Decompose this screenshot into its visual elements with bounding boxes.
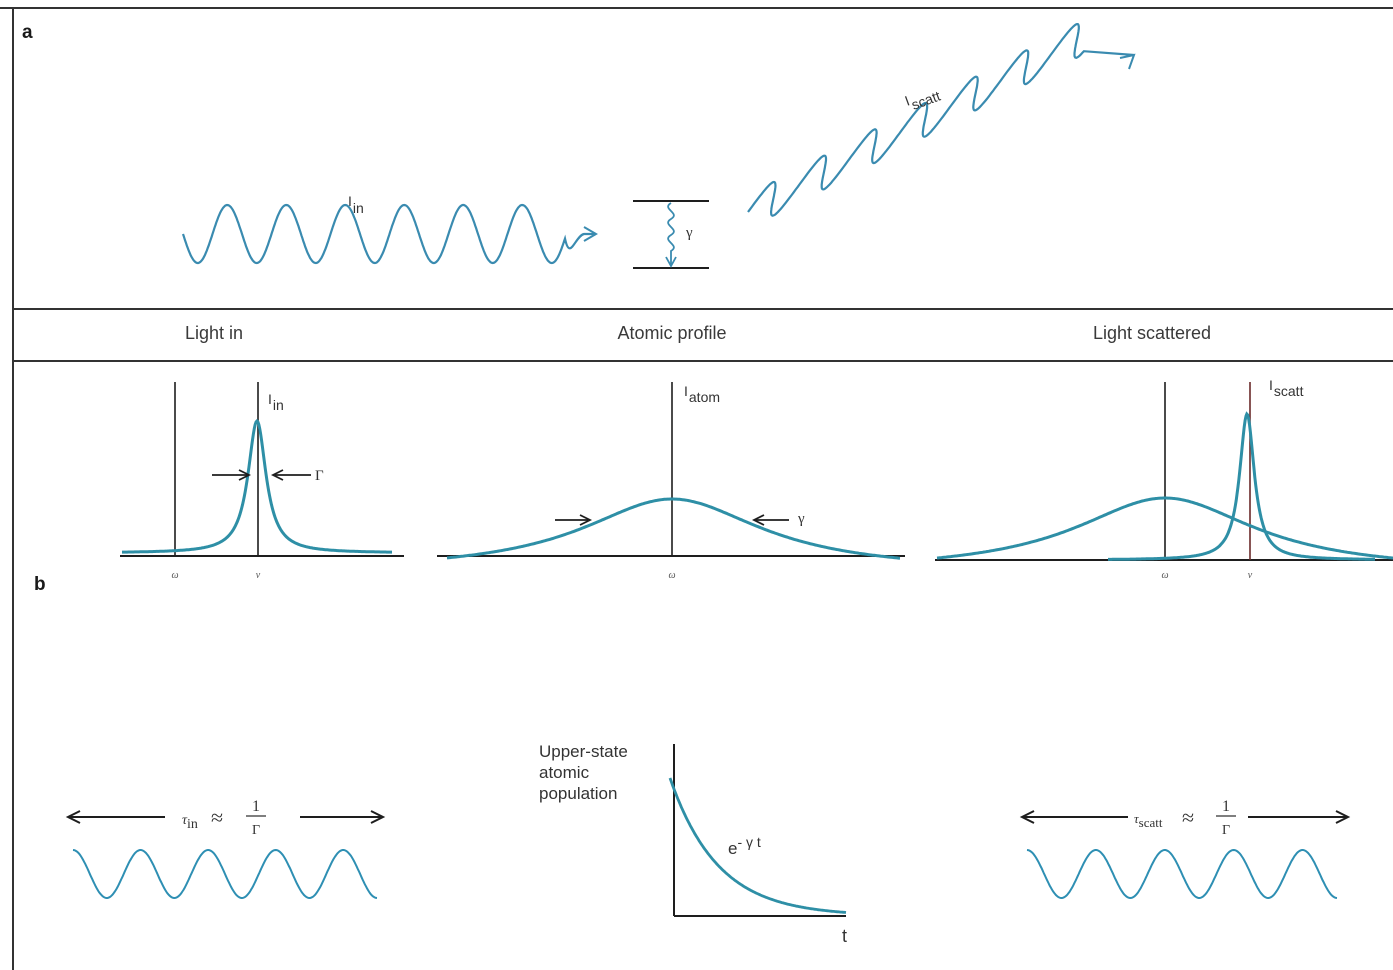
header-light-in: Light in [185,323,243,343]
header-light-scattered: Light scattered [1093,323,1211,343]
tau-in-numerator: 1 [252,798,260,815]
panel-b-letter: b [34,574,46,595]
scattered-axis-label: Iscatt [1269,377,1304,399]
decay-squiggle [667,202,675,264]
population-ylabel-line-2: atomic [539,763,590,782]
tau-in-approx: ≈ [211,805,223,830]
tau-scatt-numerator: 1 [1222,798,1230,815]
population-decay-curve [668,777,847,914]
atomic-axis-label: Iatom [684,383,720,405]
atomic-width-right-arrowhead [751,514,765,526]
tau-in-wave [72,848,378,900]
decay-curve-label: e- γ t [728,834,761,858]
light-in-tick-nu: ν [256,570,261,581]
light-in-axis-label: Iin [268,391,284,413]
atomic-lorentzian [446,497,901,560]
atomic-width-left-arrowhead [579,514,593,526]
tau-scatt-approx: ≈ [1182,805,1194,830]
tau-in-denominator: Γ [252,823,260,838]
scattered-broad-lorentzian [936,496,1393,560]
tau-scatt-wave [1026,848,1338,900]
incoming-wave-sub: in [353,200,364,216]
population-ylabel-line-3: population [539,784,617,803]
frame [0,7,1393,970]
tau-scatt-group: τscatt ≈ 1 Γ [1019,798,1351,900]
scattered-tick-nu: ν [1248,570,1253,581]
atomic-profile-spectrum: Iatom γ ω [437,382,905,581]
tau-in-group: τin ≈ 1 Γ [65,798,386,900]
incoming-wave-path [181,203,596,265]
light-in-spectrum: Iin Γ ω ν [120,382,404,581]
light-in-tick-omega: ω [171,570,178,581]
energy-level-diagram: γ [633,200,709,269]
population-plot: Upper-state atomic population e- γ t t [539,742,847,946]
light-in-lorentzian [122,418,392,554]
tau-in-symbol: τin [182,813,198,832]
tau-scatt-symbol: τscatt [1134,811,1163,830]
gamma-width-right-arrowhead [270,469,284,481]
atomic-tick-omega: ω [668,570,675,581]
scattered-wave-path [747,23,1135,217]
header-atomic-profile: Atomic profile [617,323,726,343]
light-in-width-symbol: Γ [315,468,324,484]
scattered-wave: Iscatt [747,23,1136,217]
light-scattered-spectrum: Iscatt ω ν [935,377,1393,581]
scattered-wave-arrowhead [1119,53,1136,70]
population-xlabel: t [842,926,847,946]
gamma-label: γ [685,225,693,241]
atomic-width-symbol: γ [797,511,805,527]
tau-scatt-right-arrowhead [1335,810,1351,824]
decay-arrowhead [665,256,677,268]
gamma-width-left-arrowhead [238,469,252,481]
population-ylabel-line-1: Upper-state [539,742,628,761]
tau-in-left-arrowhead [65,810,81,824]
tau-in-right-arrowhead [370,810,386,824]
scattered-tick-omega: ω [1161,570,1168,581]
tau-scatt-denominator: Γ [1222,823,1230,838]
incoming-wave: Iin [181,193,598,265]
incoming-wave-label: Iin [348,193,364,216]
tau-scatt-left-arrowhead [1019,810,1035,824]
scattered-narrow-lorentzian [1108,411,1375,561]
population-ylabel: Upper-state atomic population [539,742,633,803]
panel-a-letter: a [22,22,33,43]
incoming-wave-arrowhead [583,226,598,242]
scattered-wave-label: Iscatt [903,82,943,114]
